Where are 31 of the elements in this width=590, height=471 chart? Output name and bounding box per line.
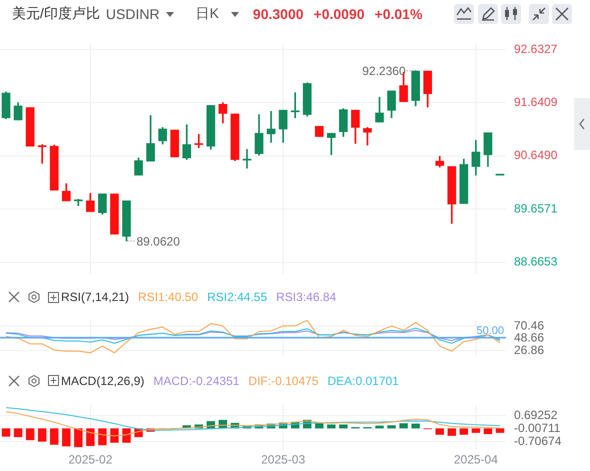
- x-tick-label: 2025-04: [454, 452, 498, 467]
- annotation: 89.0620: [136, 234, 180, 248]
- series-label: RSI1:40.50: [138, 290, 198, 304]
- y-tick-label: 91.6409: [514, 94, 558, 109]
- x-tick-label: 2025-02: [68, 452, 113, 467]
- legend-title: MACD(12,26,9): [61, 374, 144, 388]
- y-tick-label: 26.86: [514, 342, 544, 357]
- y-tick-label: 88.6653: [514, 254, 558, 269]
- text: MACD:-0.24351: [153, 374, 240, 388]
- text: 90.3000: [252, 6, 304, 22]
- chart-title: 美元/印度卢比: [12, 5, 100, 23]
- y-tick-label: 90.6490: [514, 148, 558, 162]
- y-tick-label: 70.46: [514, 318, 544, 333]
- text: RSI3:46.84: [276, 290, 336, 304]
- ref-line-label: 50.00: [476, 325, 504, 338]
- y-tick-label: -0.70674: [514, 434, 562, 448]
- y-tick-label: -0.00711: [514, 420, 561, 435]
- text: 日K: [196, 5, 219, 23]
- text: +0.01%: [374, 6, 422, 22]
- y-tick-label: 0.69252: [514, 408, 558, 422]
- annotation: 92.2360: [362, 64, 406, 78]
- chart-subtitle: USDINR: [106, 6, 160, 22]
- y-tick-label: 48.66: [514, 330, 544, 345]
- text: RSI2:44.55: [207, 290, 268, 304]
- text: +0.0090: [314, 6, 365, 22]
- x-tick-label: 2025-03: [261, 452, 306, 467]
- y-tick-label: 89.6571: [514, 201, 558, 216]
- text: DEA:0.01701: [327, 374, 399, 388]
- legend-title: RSI(7,14,21): [61, 290, 130, 304]
- text: DIF:-0.10475: [248, 374, 318, 388]
- y-tick-label: 92.6327: [514, 42, 558, 56]
